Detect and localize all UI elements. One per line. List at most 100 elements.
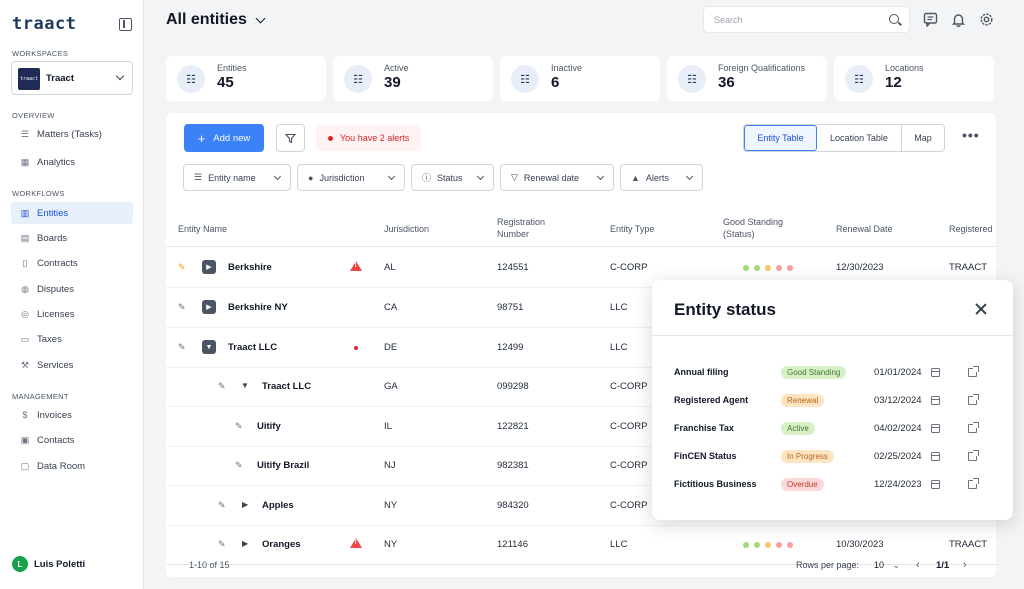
chevron-down-icon [387, 172, 396, 180]
caret-right-icon[interactable]: ▶ [242, 500, 249, 509]
filter-entity-name[interactable]: ☰ Entity name [183, 164, 291, 191]
close-icon[interactable] [974, 302, 988, 316]
collapse-sidebar-icon[interactable] [119, 18, 132, 31]
column-header-registered[interactable]: Registered [949, 224, 993, 234]
user-profile[interactable]: L Luis Poletti [12, 556, 85, 572]
warning-icon[interactable] [350, 261, 362, 271]
table-row[interactable]: ✎ ▶ Apples NY 984320 C-CORP [166, 486, 996, 526]
tab-location-table[interactable]: Location Table [817, 125, 902, 151]
table-row[interactable]: ✎ ▼ Traact LLC DE 12499 LLC [166, 328, 996, 368]
sidebar-item-analytics[interactable]: ▦ Analytics [11, 151, 133, 173]
calendar-icon[interactable] [931, 368, 940, 377]
column-header-entity-type[interactable]: Entity Type [610, 224, 655, 234]
next-page-icon[interactable]: › [963, 559, 967, 571]
caret-right-icon[interactable]: ▶ [242, 539, 249, 548]
sidebar-item-contacts[interactable]: ▣ Contacts [11, 429, 133, 451]
external-link-icon[interactable] [968, 478, 979, 489]
search-input[interactable] [704, 7, 874, 32]
calendar-icon[interactable] [931, 480, 940, 489]
sidebar-item-services[interactable]: ⚒ Services [11, 354, 133, 376]
rows-per-page-select[interactable]: 10 ⌄ [874, 560, 900, 571]
chart-icon: ▦ [20, 156, 30, 167]
jurisdiction: NY [384, 539, 398, 550]
filter-jurisdiction[interactable]: ● Jurisdiction [297, 164, 405, 191]
pin-icon[interactable]: ✎ [178, 262, 186, 272]
bell-icon[interactable] [950, 11, 966, 27]
column-header-good-standing[interactable]: Good Standing (Status) [723, 216, 783, 240]
pin-icon[interactable]: ✎ [218, 500, 226, 510]
sidebar-item-licenses[interactable]: ◎ Licenses [11, 303, 133, 325]
alert-dot-icon[interactable] [354, 346, 358, 350]
column-header-entity-name[interactable]: Entity Name [178, 224, 228, 234]
table-row[interactable]: ✎ ▶ Berkshire NY CA 98751 LLC [166, 288, 996, 328]
calendar-icon[interactable] [931, 424, 940, 433]
pin-icon[interactable]: ✎ [235, 421, 243, 431]
sidebar-item-taxes[interactable]: ▭ Taxes [11, 328, 133, 350]
table-row[interactable]: ✎ Uitify Brazil NJ 982381 C-CORP [166, 446, 996, 486]
stat-card-inactive[interactable]: ☷ Inactive 6 [500, 56, 660, 101]
table-row[interactable]: ✎ ▶ Oranges NY 121146 LLC 10/30/2023 TRA… [166, 525, 996, 565]
add-new-button[interactable]: + Add new [184, 124, 264, 152]
column-header-registration-number[interactable]: Registration Number [497, 216, 545, 240]
sidebar-item-invoices[interactable]: $ Invoices [11, 404, 133, 426]
warning-icon[interactable] [350, 538, 362, 548]
stat-label: Inactive [551, 63, 583, 73]
table-row[interactable]: ✎ ▼ Traact LLC GA 099298 C-CORP [166, 367, 996, 407]
chevron-down-icon: ⌄ [892, 560, 901, 570]
stat-card-entities[interactable]: ☷ Entities 45 [166, 56, 326, 101]
jurisdiction: AL [384, 262, 396, 273]
pin-icon[interactable]: ✎ [178, 302, 186, 312]
stat-card-locations[interactable]: ☷ Locations 12 [834, 56, 994, 101]
external-link-icon[interactable] [968, 394, 979, 405]
good-standing-dots[interactable] [743, 265, 793, 271]
stat-card-foreign-qualifications[interactable]: ☷ Foreign Qualifications 36 [667, 56, 827, 101]
workspace-select[interactable]: traact Traact [11, 61, 133, 95]
sidebar-item-data-room[interactable]: ▢ Data Room [11, 455, 133, 477]
external-link-icon[interactable] [968, 366, 979, 377]
status-label: Fictitious Business [674, 479, 757, 489]
search-icon[interactable] [889, 14, 899, 24]
caret-down-icon[interactable]: ▼ [241, 381, 249, 390]
sidebar-item-disputes[interactable]: ◍ Disputes [11, 278, 133, 300]
chevron-down-icon[interactable] [255, 13, 266, 23]
filter-renewal-date[interactable]: ▽ Renewal date [500, 164, 614, 191]
sidebar-item-contracts[interactable]: ▯ Contracts [11, 252, 133, 274]
tab-entity-table[interactable]: Entity Table [744, 125, 817, 151]
app-logo[interactable]: traact [12, 14, 77, 34]
sidebar-item-boards[interactable]: ▤ Boards [11, 227, 133, 249]
sidebar-item-entities[interactable]: ▥ Entities [11, 202, 133, 224]
stat-card-active[interactable]: ☷ Active 39 [333, 56, 493, 101]
external-link-icon[interactable] [968, 450, 979, 461]
expand-icon[interactable]: ▶ [202, 300, 216, 314]
filter-alerts[interactable]: ▲ Alerts [620, 164, 703, 191]
sidebar-item-label: Analytics [37, 156, 76, 168]
registration-number: 122821 [497, 421, 529, 432]
tab-map[interactable]: Map [914, 133, 932, 143]
pin-icon[interactable]: ✎ [235, 460, 243, 470]
column-header-jurisdiction[interactable]: Jurisdiction [384, 224, 430, 234]
pin-icon[interactable]: ✎ [218, 381, 226, 391]
table-row[interactable]: ✎ Uitify IL 122821 C-CORP [166, 407, 996, 447]
filter-button[interactable] [276, 124, 305, 152]
prev-page-icon[interactable]: ‹ [916, 559, 920, 571]
entity-type: C-CORP [610, 421, 648, 432]
chat-icon[interactable] [922, 11, 938, 27]
column-header-renewal-date[interactable]: Renewal Date [836, 224, 893, 234]
calendar-icon[interactable] [931, 452, 940, 461]
more-options-icon[interactable]: ••• [962, 127, 980, 143]
good-standing-dots[interactable] [743, 542, 793, 548]
expand-icon[interactable]: ▶ [202, 260, 216, 274]
sidebar-item-matters[interactable]: ☰ Matters (Tasks) [11, 123, 133, 145]
table-row[interactable]: ✎ ▶ Berkshire AL 124551 C-CORP 12/30/202… [166, 248, 996, 288]
pin-icon[interactable]: ✎ [178, 342, 186, 352]
gear-icon[interactable] [978, 11, 994, 27]
collapse-icon[interactable]: ▼ [202, 340, 216, 354]
filter-label: Jurisdiction [319, 172, 365, 183]
pin-icon[interactable]: ✎ [218, 539, 226, 549]
filter-status[interactable]: ⓘ Status [411, 164, 494, 191]
pagination-range: 1-10 of 15 [189, 560, 230, 570]
external-link-icon[interactable] [968, 422, 979, 433]
calendar-icon[interactable] [931, 396, 940, 405]
page-title[interactable]: All entities [166, 11, 266, 29]
alerts-badge[interactable]: You have 2 alerts [316, 125, 422, 151]
